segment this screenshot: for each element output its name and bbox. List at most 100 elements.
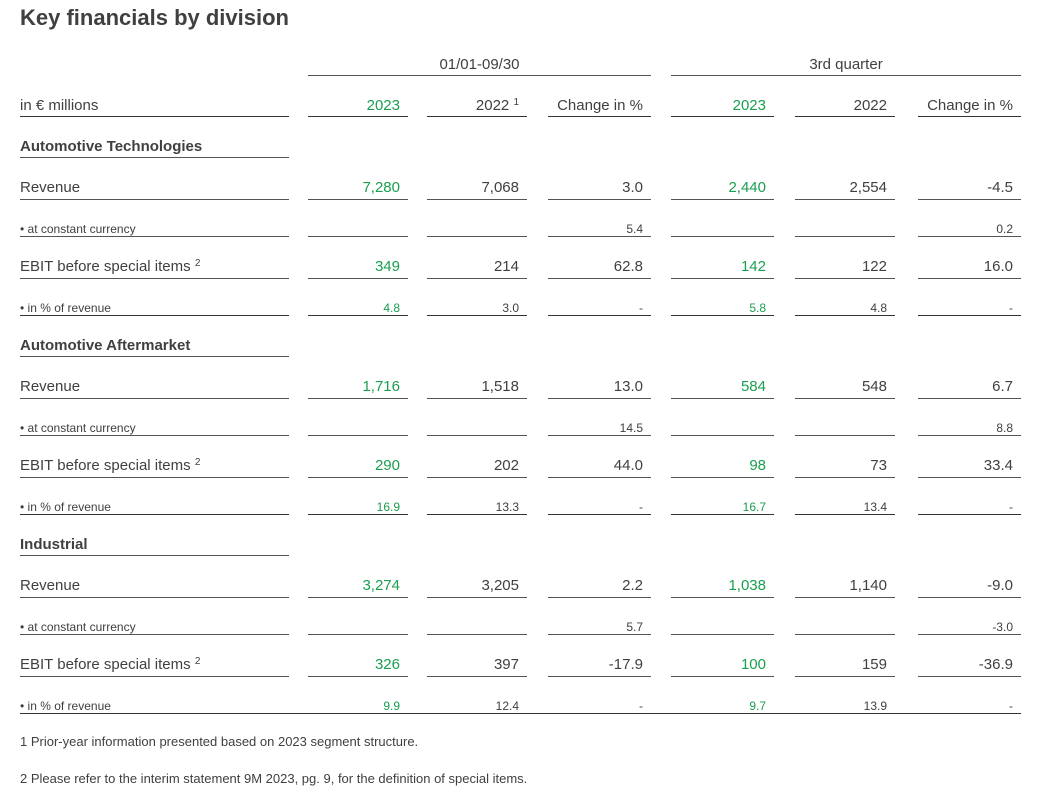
- row-rule: [20, 236, 289, 237]
- period-header-quarter-rule: [671, 75, 1021, 76]
- cell-rule: [918, 477, 1021, 478]
- row-label: • at constant currency: [20, 419, 136, 437]
- page-title: Key financials by division: [20, 5, 289, 30]
- table-cell: 13.4: [863, 500, 887, 514]
- table-cell: -36.9: [978, 656, 1013, 673]
- cell-rule: [671, 477, 774, 478]
- header-rule: [671, 116, 774, 117]
- table-cell: 290: [374, 457, 400, 474]
- cell-rule: [308, 435, 408, 436]
- cell-rule: [918, 634, 1021, 635]
- cell-rule: [918, 236, 1021, 237]
- table-cell: -: [639, 500, 643, 514]
- cell-rule: [548, 398, 651, 399]
- cell-rule: [918, 514, 1021, 515]
- cell-rule: [795, 435, 895, 436]
- table-cell: 16.0: [983, 258, 1013, 275]
- table-cell: 3.0: [502, 301, 519, 315]
- table-cell: 5.8: [749, 301, 766, 315]
- row-label: • at constant currency: [20, 220, 136, 238]
- table-cell: 44.0: [613, 457, 643, 474]
- column-header-text: 2022: [853, 97, 887, 114]
- table-cell: -17.9: [608, 656, 643, 673]
- table-cell: -: [1009, 301, 1013, 315]
- cell-rule: [918, 597, 1021, 598]
- cell-rule: [308, 315, 408, 316]
- cell-rule: [548, 236, 651, 237]
- row-label-text: • at constant currency: [20, 421, 136, 435]
- table-cell: -: [639, 301, 643, 315]
- cell-rule: [918, 435, 1021, 436]
- division-heading-rule: [20, 555, 289, 556]
- row-rule: [20, 634, 289, 635]
- cell-rule: [427, 278, 527, 279]
- division-heading-rule: [20, 356, 289, 357]
- row-label-text: EBIT before special items: [20, 656, 191, 673]
- period-header-ytd-rule: [308, 75, 651, 76]
- header-rule: [548, 116, 651, 117]
- table-cell: 159: [861, 656, 887, 673]
- row-label-text: EBIT before special items: [20, 457, 191, 474]
- cell-rule: [918, 278, 1021, 279]
- cell-rule: [671, 278, 774, 279]
- cell-rule: [795, 634, 895, 635]
- cell-rule: [308, 278, 408, 279]
- table-cell: 142: [740, 258, 766, 275]
- row-label: • in % of revenue: [20, 299, 111, 317]
- row-label: • in % of revenue: [20, 498, 111, 516]
- row-rule: [20, 597, 289, 598]
- row-label-text: • at constant currency: [20, 222, 136, 236]
- table-cell: -4.5: [987, 179, 1013, 196]
- table-cell: 2,554: [849, 179, 887, 196]
- table-cell: 16.7: [742, 500, 766, 514]
- division-heading: Industrial: [20, 536, 88, 553]
- row-label-text: • at constant currency: [20, 620, 136, 634]
- cell-rule: [671, 634, 774, 635]
- row-label: EBIT before special items 2: [20, 656, 200, 674]
- cell-rule: [427, 398, 527, 399]
- cell-rule: [427, 315, 527, 316]
- column-header-q-2022: 2022: [795, 97, 887, 115]
- table-cell: 5.7: [626, 620, 643, 634]
- table-cell: 73: [870, 457, 887, 474]
- table-cell: 14.5: [619, 421, 643, 435]
- cell-rule: [671, 514, 774, 515]
- table-cell: 349: [374, 258, 400, 275]
- cell-rule: [548, 676, 651, 677]
- cell-rule: [918, 199, 1021, 200]
- period-header-quarter: 3rd quarter: [809, 56, 883, 73]
- table-cell: 9.7: [749, 699, 766, 713]
- table-cell: 1,518: [481, 378, 519, 395]
- table-cell: 98: [749, 457, 766, 474]
- table-cell: -9.0: [987, 577, 1013, 594]
- cell-rule: [308, 634, 408, 635]
- table-cell: 4.8: [383, 301, 400, 315]
- table-cell: 13.0: [613, 378, 643, 395]
- row-rule: [20, 278, 289, 279]
- cell-rule: [548, 514, 651, 515]
- table-cell: 2.2: [622, 577, 643, 594]
- cell-rule: [548, 315, 651, 316]
- cell-rule: [918, 676, 1021, 677]
- cell-rule: [671, 398, 774, 399]
- row-label-text: • in % of revenue: [20, 301, 111, 315]
- cell-rule: [427, 514, 527, 515]
- table-cell: -: [1009, 699, 1013, 713]
- table-cell: 13.9: [863, 699, 887, 713]
- row-rule: [20, 398, 289, 399]
- table-cell: 4.8: [870, 301, 887, 315]
- cell-rule: [671, 236, 774, 237]
- table-cell: 3,274: [362, 577, 400, 594]
- table-cell: 16.9: [376, 500, 400, 514]
- column-header-ytd-change: Change in %: [548, 97, 643, 115]
- cell-rule: [671, 676, 774, 677]
- division-heading: Automotive Aftermarket: [20, 337, 191, 354]
- cell-rule: [795, 676, 895, 677]
- cell-rule: [308, 676, 408, 677]
- column-header-text: 2023: [366, 97, 400, 114]
- cell-rule: [427, 236, 527, 237]
- footnote-2: 2 Please refer to the interim statement …: [20, 771, 528, 786]
- cell-rule: [308, 236, 408, 237]
- row-label: • in % of revenue: [20, 697, 111, 715]
- period-header-ytd: 01/01-09/30: [439, 56, 520, 73]
